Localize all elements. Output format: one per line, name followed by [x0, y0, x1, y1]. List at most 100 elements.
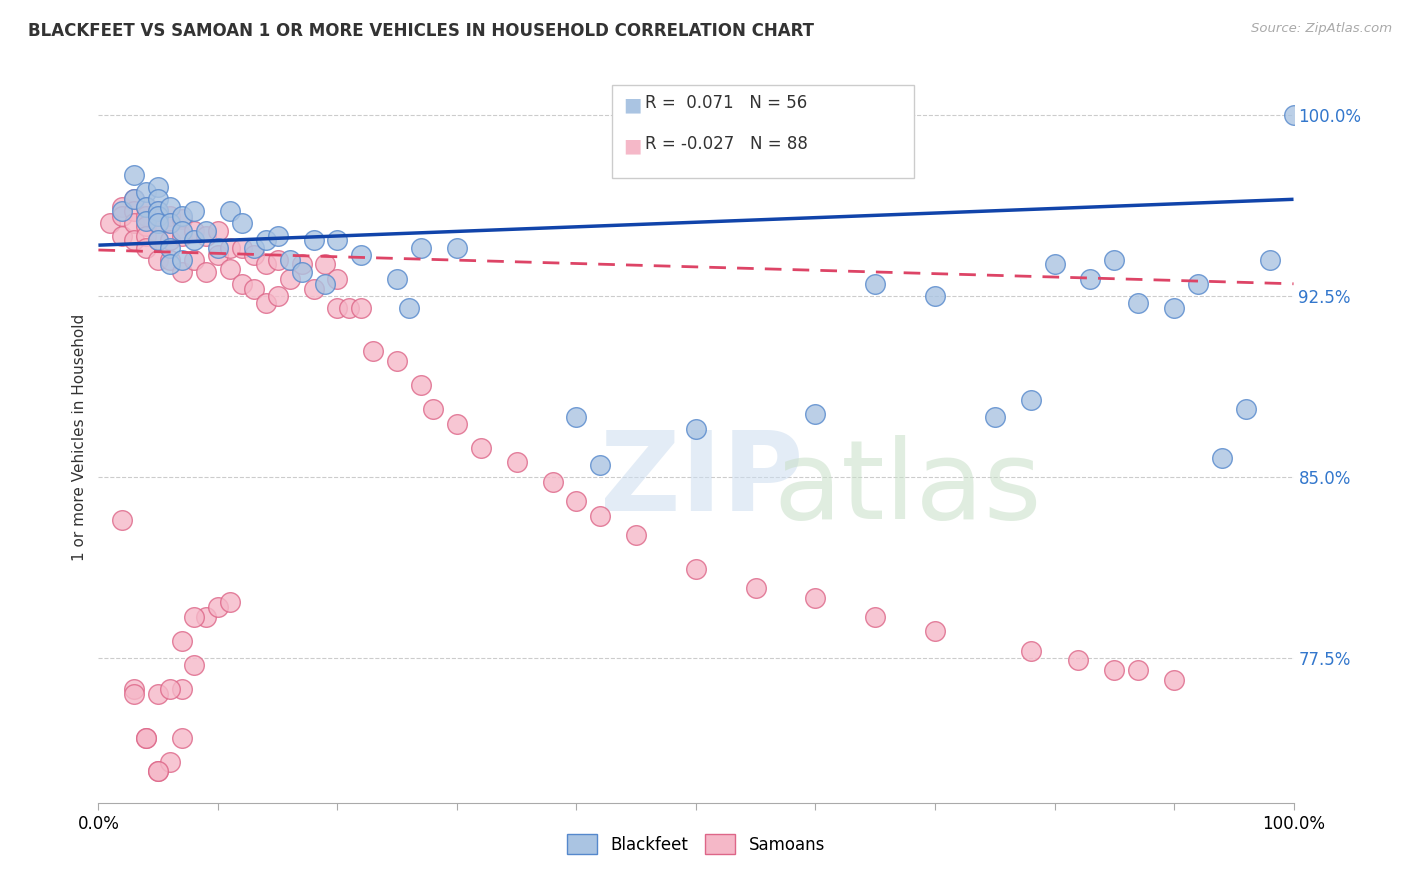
Point	[291, 258, 314, 272]
Point	[865, 610, 887, 624]
Point	[183, 610, 205, 624]
Point	[148, 252, 170, 267]
Point	[1080, 272, 1102, 286]
Point	[135, 185, 157, 199]
Text: ■: ■	[623, 136, 641, 155]
Point	[804, 591, 827, 605]
Point	[124, 192, 146, 206]
Point	[159, 241, 181, 255]
Text: ZIP: ZIP	[600, 427, 804, 534]
Point	[159, 209, 181, 223]
Point	[422, 402, 444, 417]
Point	[1282, 108, 1305, 122]
Point	[135, 731, 157, 745]
Point	[302, 282, 325, 296]
Point	[159, 755, 181, 769]
Point	[565, 494, 588, 508]
Point	[148, 216, 170, 230]
Point	[1104, 663, 1126, 677]
Point	[589, 458, 612, 472]
Point	[135, 219, 157, 233]
Point	[1128, 663, 1150, 677]
Point	[148, 233, 170, 247]
Point	[195, 610, 218, 624]
Point	[111, 513, 134, 527]
Text: ■: ■	[623, 95, 641, 114]
Point	[111, 209, 134, 223]
Point	[1187, 277, 1209, 291]
Point	[1258, 252, 1281, 267]
Point	[326, 272, 349, 286]
Point	[219, 595, 242, 609]
Point	[159, 216, 181, 230]
Point	[385, 354, 409, 368]
Text: atlas: atlas	[773, 434, 1042, 541]
Point	[219, 262, 242, 277]
Point	[135, 200, 157, 214]
Point	[172, 265, 194, 279]
Point	[411, 241, 433, 255]
Point	[385, 272, 409, 286]
Point	[159, 200, 181, 214]
Y-axis label: 1 or more Vehicles in Household: 1 or more Vehicles in Household	[72, 313, 87, 561]
Text: R = -0.027   N = 88: R = -0.027 N = 88	[645, 135, 808, 153]
Point	[1104, 252, 1126, 267]
Point	[195, 228, 218, 243]
Point	[111, 228, 134, 243]
Point	[291, 265, 314, 279]
Point	[984, 409, 1007, 424]
Point	[565, 409, 588, 424]
Point	[148, 204, 170, 219]
Legend: Blackfeet, Samoans: Blackfeet, Samoans	[561, 828, 831, 860]
Point	[243, 248, 266, 262]
Point	[254, 296, 277, 310]
Point	[148, 209, 170, 223]
Point	[148, 209, 170, 223]
Point	[924, 289, 946, 303]
Point	[745, 581, 768, 595]
Point	[1163, 673, 1185, 687]
Point	[124, 192, 146, 206]
Point	[183, 224, 205, 238]
Point	[148, 204, 170, 219]
Point	[685, 561, 707, 575]
Point	[183, 204, 205, 219]
Point	[172, 209, 194, 223]
Point	[231, 241, 253, 255]
Point	[124, 233, 146, 247]
Point	[243, 282, 266, 296]
Point	[172, 228, 194, 243]
Point	[506, 455, 529, 469]
Point	[243, 241, 266, 255]
Point	[124, 168, 146, 182]
Point	[398, 301, 420, 315]
Point	[135, 214, 157, 228]
Point	[172, 634, 194, 648]
Text: BLACKFEET VS SAMOAN 1 OR MORE VEHICLES IN HOUSEHOLD CORRELATION CHART: BLACKFEET VS SAMOAN 1 OR MORE VEHICLES I…	[28, 22, 814, 40]
Point	[1043, 258, 1066, 272]
Point	[1128, 296, 1150, 310]
Point	[541, 475, 564, 489]
Point	[124, 682, 146, 697]
Point	[339, 301, 361, 315]
Point	[159, 682, 181, 697]
Point	[254, 258, 277, 272]
Point	[135, 241, 157, 255]
Point	[98, 216, 122, 230]
Point	[148, 687, 170, 701]
Point	[135, 731, 157, 745]
Point	[1234, 402, 1257, 417]
Point	[148, 192, 170, 206]
Point	[195, 265, 218, 279]
Point	[148, 764, 170, 779]
Point	[1019, 392, 1042, 407]
Point	[589, 508, 612, 523]
Point	[470, 441, 492, 455]
Point	[195, 224, 218, 238]
Point	[207, 600, 229, 615]
Point	[804, 407, 827, 421]
Point	[135, 200, 157, 214]
Point	[219, 241, 242, 255]
Point	[231, 216, 253, 230]
Point	[148, 180, 170, 194]
